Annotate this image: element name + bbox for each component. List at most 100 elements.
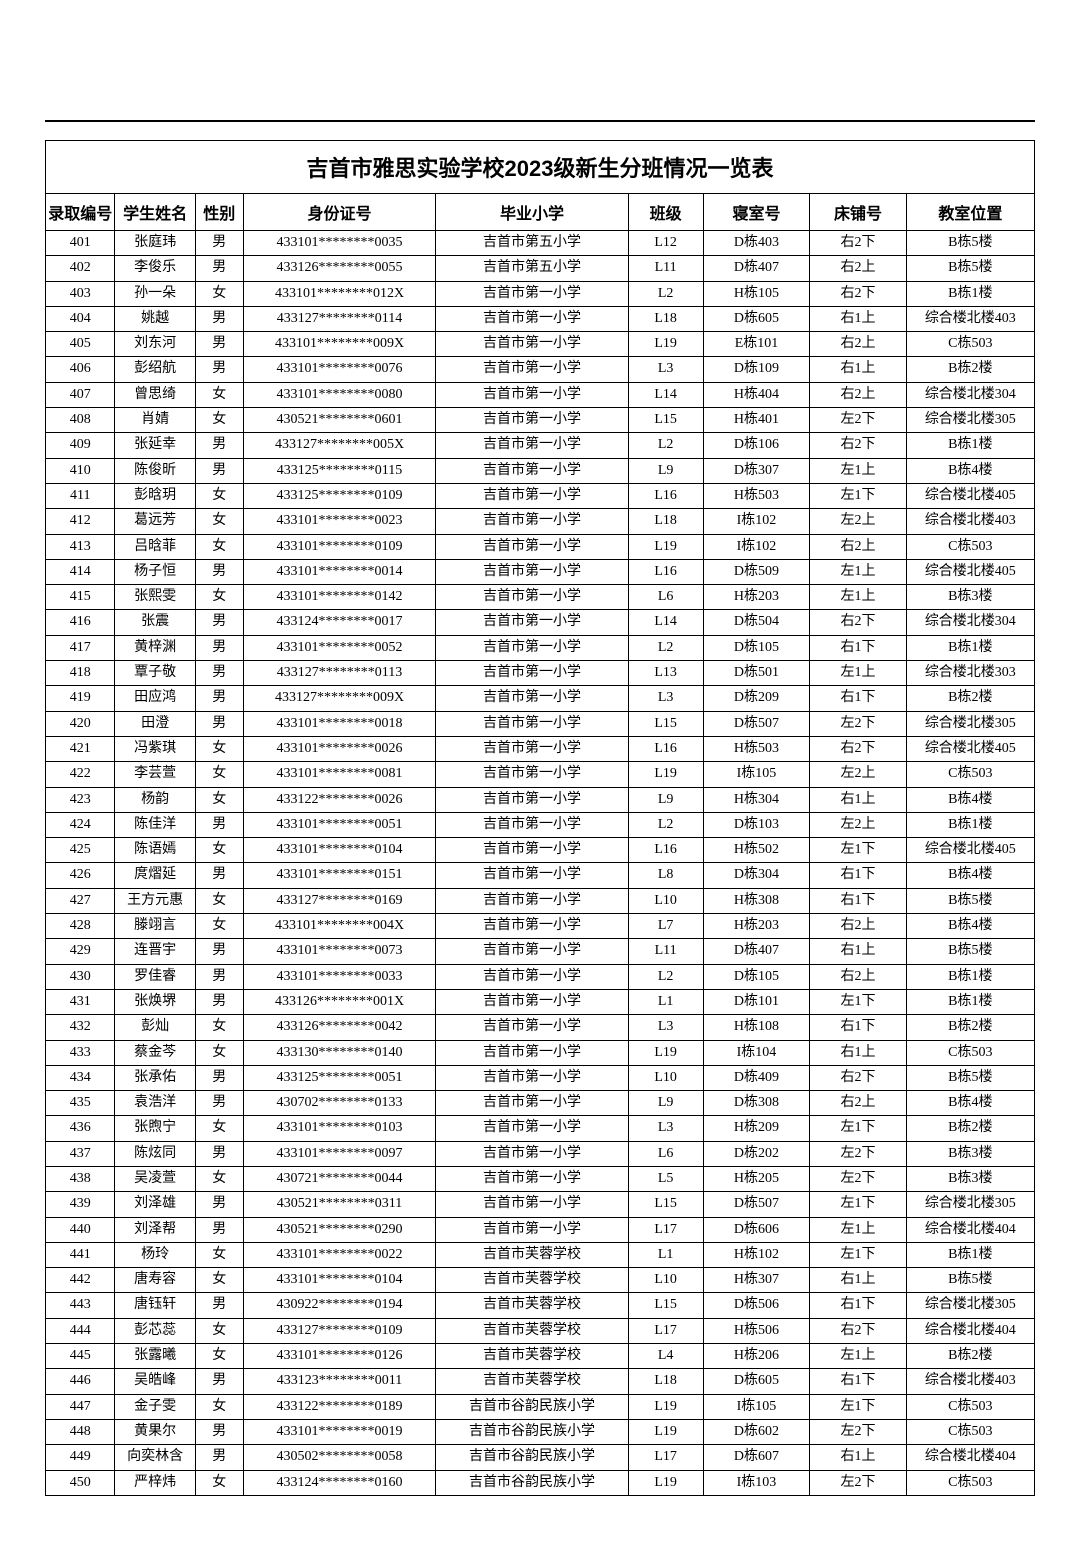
- table-row: 402李俊乐男433126********0055吉首市第五小学L11D栋407…: [46, 256, 1035, 281]
- cell-bed: 左1上: [810, 1344, 906, 1369]
- cell-idno: 433101********0126: [243, 1344, 435, 1369]
- cell-school: 吉首市第一小学: [436, 1065, 628, 1090]
- cell-name: 刘泽帮: [115, 1217, 195, 1242]
- cell-room: B栋5楼: [906, 888, 1034, 913]
- cell-dorm: D栋409: [703, 1065, 810, 1090]
- cell-name: 张熙雯: [115, 585, 195, 610]
- cell-school: 吉首市第一小学: [436, 382, 628, 407]
- cell-id: 434: [46, 1065, 115, 1090]
- cell-school: 吉首市第一小学: [436, 1192, 628, 1217]
- cell-dorm: D栋607: [703, 1445, 810, 1470]
- cell-school: 吉首市第一小学: [436, 483, 628, 508]
- cell-bed: 右1上: [810, 306, 906, 331]
- cell-school: 吉首市第一小学: [436, 711, 628, 736]
- table-row: 420田澄男433101********0018吉首市第一小学L15D栋507左…: [46, 711, 1035, 736]
- cell-name: 姚越: [115, 306, 195, 331]
- cell-id: 402: [46, 256, 115, 281]
- table-row: 441杨玲女433101********0022吉首市芙蓉学校L1H栋102左1…: [46, 1242, 1035, 1267]
- cell-idno: 433127********009X: [243, 686, 435, 711]
- table-row: 447金子雯女433122********0189吉首市谷韵民族小学L19I栋1…: [46, 1394, 1035, 1419]
- cell-idno: 433101********0033: [243, 964, 435, 989]
- cell-name: 彭灿: [115, 1015, 195, 1040]
- cell-idno: 433101********0097: [243, 1141, 435, 1166]
- cell-room: B栋2楼: [906, 357, 1034, 382]
- cell-gender: 女: [195, 483, 243, 508]
- cell-gender: 女: [195, 585, 243, 610]
- cell-school: 吉首市第一小学: [436, 989, 628, 1014]
- cell-bed: 左1下: [810, 1192, 906, 1217]
- cell-name: 李芸萱: [115, 762, 195, 787]
- cell-bed: 左1上: [810, 1217, 906, 1242]
- cell-school: 吉首市第一小学: [436, 332, 628, 357]
- cell-class: L19: [628, 1470, 703, 1495]
- cell-dorm: D栋109: [703, 357, 810, 382]
- cell-school: 吉首市第一小学: [436, 1217, 628, 1242]
- cell-id: 437: [46, 1141, 115, 1166]
- cell-school: 吉首市第一小学: [436, 939, 628, 964]
- table-body: 401张庭玮男433101********0035吉首市第五小学L12D栋403…: [46, 231, 1035, 1496]
- cell-gender: 男: [195, 433, 243, 458]
- table-row: 416张震男433124********0017吉首市第一小学L14D栋504右…: [46, 610, 1035, 635]
- cell-idno: 433101********0104: [243, 838, 435, 863]
- cell-room: 综合楼北楼405: [906, 559, 1034, 584]
- cell-class: L17: [628, 1318, 703, 1343]
- cell-name: 滕翊言: [115, 914, 195, 939]
- cell-school: 吉首市芙蓉学校: [436, 1268, 628, 1293]
- cell-gender: 男: [195, 1293, 243, 1318]
- cell-school: 吉首市第一小学: [436, 1040, 628, 1065]
- cell-bed: 右1下: [810, 1293, 906, 1318]
- cell-class: L3: [628, 357, 703, 382]
- cell-gender: 女: [195, 408, 243, 433]
- cell-dorm: D栋606: [703, 1217, 810, 1242]
- cell-bed: 左1上: [810, 458, 906, 483]
- cell-bed: 右1上: [810, 1445, 906, 1470]
- col-header-room: 教室位置: [906, 194, 1034, 231]
- cell-room: C栋503: [906, 534, 1034, 559]
- cell-room: B栋4楼: [906, 787, 1034, 812]
- cell-dorm: D栋209: [703, 686, 810, 711]
- cell-idno: 433101********0104: [243, 1268, 435, 1293]
- cell-dorm: D栋509: [703, 559, 810, 584]
- cell-school: 吉首市谷韵民族小学: [436, 1470, 628, 1495]
- cell-dorm: D栋605: [703, 306, 810, 331]
- cell-idno: 433101********0080: [243, 382, 435, 407]
- cell-room: C栋503: [906, 1040, 1034, 1065]
- cell-school: 吉首市芙蓉学校: [436, 1369, 628, 1394]
- cell-dorm: H栋209: [703, 1116, 810, 1141]
- cell-dorm: D栋101: [703, 989, 810, 1014]
- cell-class: L9: [628, 787, 703, 812]
- cell-dorm: D栋106: [703, 433, 810, 458]
- cell-dorm: I栋105: [703, 762, 810, 787]
- cell-dorm: H栋102: [703, 1242, 810, 1267]
- cell-id: 410: [46, 458, 115, 483]
- cell-idno: 433101********009X: [243, 332, 435, 357]
- table-row: 407曾思绮女433101********0080吉首市第一小学L14H栋404…: [46, 382, 1035, 407]
- cell-id: 433: [46, 1040, 115, 1065]
- cell-bed: 右2上: [810, 964, 906, 989]
- cell-room: B栋3楼: [906, 1166, 1034, 1191]
- cell-room: B栋1楼: [906, 964, 1034, 989]
- cell-dorm: H栋108: [703, 1015, 810, 1040]
- cell-idno: 433126********0055: [243, 256, 435, 281]
- cell-bed: 左1上: [810, 559, 906, 584]
- cell-class: L9: [628, 458, 703, 483]
- col-header-name: 学生姓名: [115, 194, 195, 231]
- cell-name: 杨韵: [115, 787, 195, 812]
- cell-name: 陈语嫣: [115, 838, 195, 863]
- cell-name: 张露曦: [115, 1344, 195, 1369]
- cell-class: L19: [628, 534, 703, 559]
- table-row: 429连晋宇男433101********0073吉首市第一小学L11D栋407…: [46, 939, 1035, 964]
- cell-bed: 左1下: [810, 838, 906, 863]
- cell-room: 综合楼北楼303: [906, 661, 1034, 686]
- cell-bed: 右2下: [810, 281, 906, 306]
- cell-id: 423: [46, 787, 115, 812]
- col-header-bed: 床铺号: [810, 194, 906, 231]
- cell-id: 421: [46, 736, 115, 761]
- cell-name: 张煦宁: [115, 1116, 195, 1141]
- cell-class: L10: [628, 1065, 703, 1090]
- cell-school: 吉首市第一小学: [436, 914, 628, 939]
- cell-idno: 430521********0311: [243, 1192, 435, 1217]
- cell-gender: 男: [195, 231, 243, 256]
- cell-name: 杨子恒: [115, 559, 195, 584]
- table-row: 434张承佑男433125********0051吉首市第一小学L10D栋409…: [46, 1065, 1035, 1090]
